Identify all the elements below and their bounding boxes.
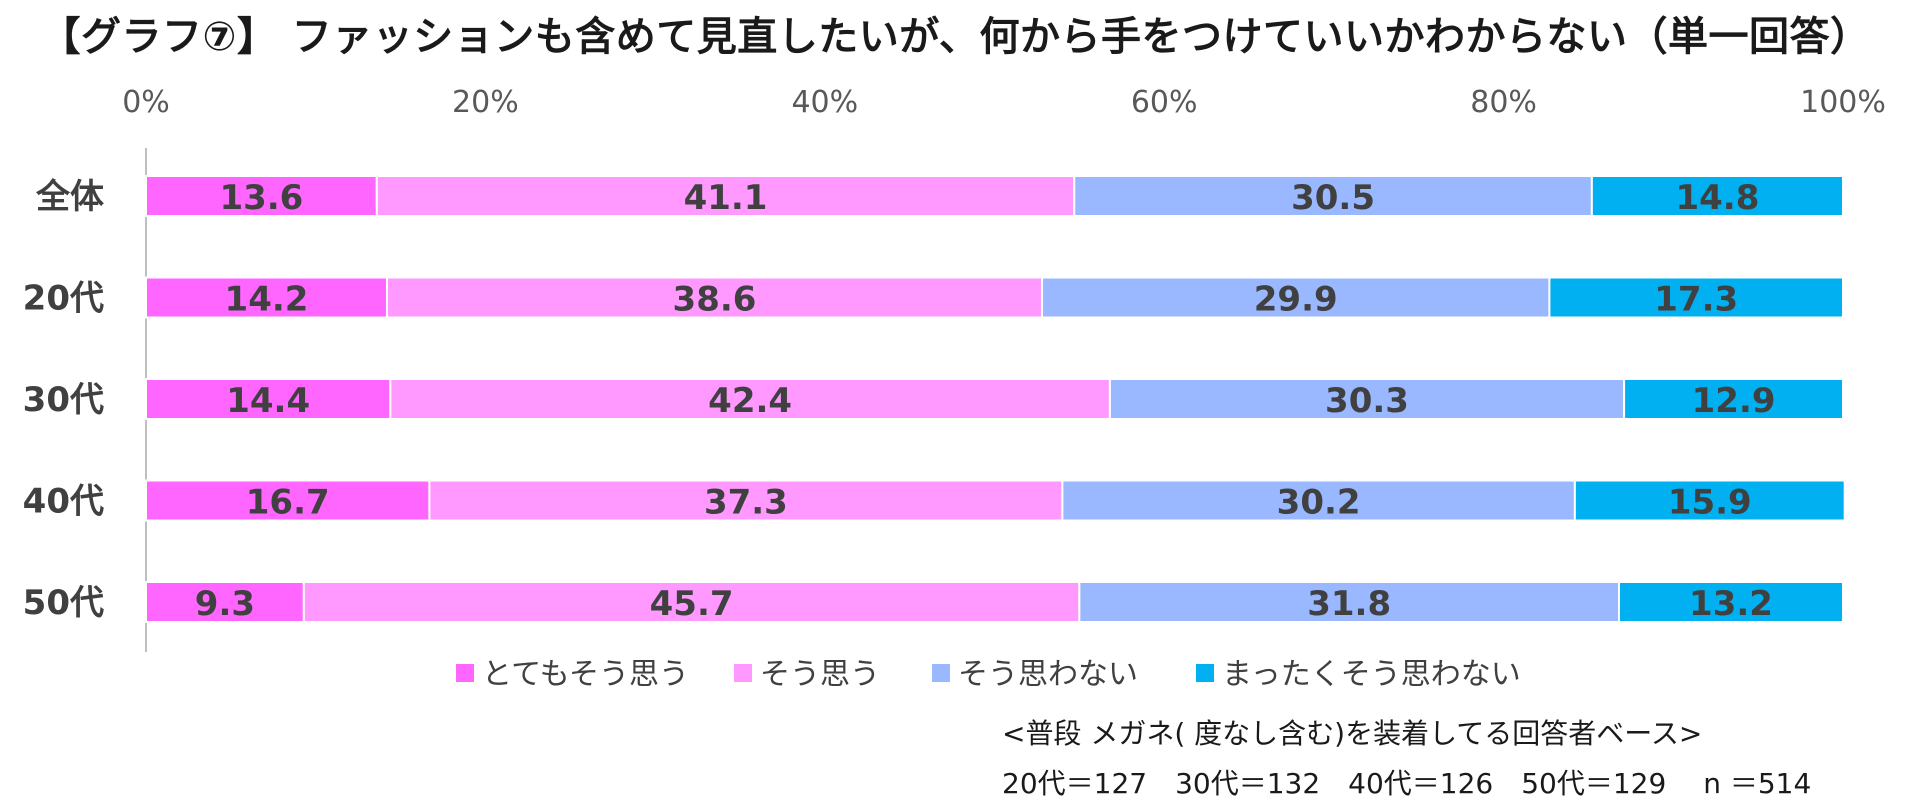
- bar-segment: [302, 581, 1081, 623]
- legend-entry: とてもそう思う: [482, 657, 689, 692]
- category-labels: 全体 20代 30代 40代 50代: [23, 177, 104, 623]
- bar-segment: [375, 175, 1076, 217]
- base-note: <普段 メガネ( 度なし含む)を装着してる回答者ベース>: [1002, 717, 1703, 750]
- bar-segment: [389, 378, 1111, 420]
- data-label: 13.6: [219, 178, 303, 218]
- bar-segment: [1590, 175, 1844, 217]
- data-label: 45.7: [650, 584, 734, 624]
- data-label: 15.9: [1668, 483, 1752, 523]
- legend-entry: そう思わない: [958, 657, 1138, 692]
- x-tick-label: 20%: [452, 85, 519, 120]
- bar-segment: [1548, 276, 1844, 319]
- x-tick-label: 100%: [1800, 85, 1886, 120]
- data-label: 12.9: [1692, 381, 1776, 421]
- legend-swatch: [1196, 664, 1214, 682]
- bar-segment: [385, 276, 1044, 319]
- bar-segment: [428, 479, 1064, 522]
- data-label: 42.4: [708, 381, 792, 421]
- data-label: 16.7: [246, 483, 330, 523]
- data-label: 17.3: [1654, 280, 1738, 320]
- x-tick-label: 40%: [791, 85, 858, 120]
- x-tick-label: 80%: [1470, 85, 1537, 120]
- data-label: 14.2: [225, 280, 309, 320]
- legend-swatch: [932, 664, 950, 682]
- data-label: 30.2: [1277, 483, 1361, 523]
- bar-segment: [145, 175, 378, 217]
- bar-segment: [1078, 581, 1620, 623]
- data-label: 30.5: [1291, 178, 1375, 218]
- bar-segment: [1623, 378, 1845, 420]
- category-label: 50代: [23, 583, 104, 623]
- sample-size-note: 20代＝127 30代＝132 40代＝126 50代＝129 n ＝514: [1002, 767, 1812, 800]
- legend-entry: そう思う: [760, 657, 880, 692]
- category-label: 40代: [23, 482, 104, 522]
- data-label: 29.9: [1254, 280, 1338, 320]
- data-label: 13.2: [1689, 584, 1773, 624]
- data-label: 37.3: [704, 483, 788, 523]
- category-label: 30代: [23, 380, 104, 420]
- bar-segment: [1108, 378, 1626, 420]
- bar-segment: [1617, 581, 1844, 623]
- data-label: 41.1: [684, 178, 768, 218]
- data-label: 9.3: [195, 584, 255, 624]
- x-axis-ticks: 0% 20% 40% 60% 80% 100%: [122, 85, 1886, 120]
- legend: とてもそう思う そう思う そう思わない まったくそう思わない: [456, 657, 1521, 692]
- bar-segment: [1573, 479, 1846, 522]
- data-label: 14.4: [226, 381, 310, 421]
- chart-title: 【グラフ⑦】 ファッションも含めて見直したいが、何から手をつけていいかわからない…: [40, 14, 1871, 60]
- data-label: 30.3: [1325, 381, 1409, 421]
- bars: 13.6 41.1 30.5 14.8 14.2 38.6 29.9 17.3 14.4 42.4…: [145, 175, 1846, 624]
- category-label: 20代: [23, 279, 104, 319]
- category-label: 全体: [35, 177, 104, 217]
- legend-entry: まったくそう思わない: [1222, 657, 1521, 692]
- data-label: 14.8: [1675, 178, 1759, 218]
- bar-segment: [145, 479, 431, 522]
- legend-swatch: [456, 664, 474, 682]
- legend-swatch: [734, 664, 752, 682]
- data-label: 38.6: [673, 280, 757, 320]
- data-label: 31.8: [1307, 584, 1391, 624]
- x-tick-label: 0%: [122, 85, 170, 120]
- bar-segment: [1073, 175, 1593, 217]
- x-tick-label: 60%: [1131, 85, 1198, 120]
